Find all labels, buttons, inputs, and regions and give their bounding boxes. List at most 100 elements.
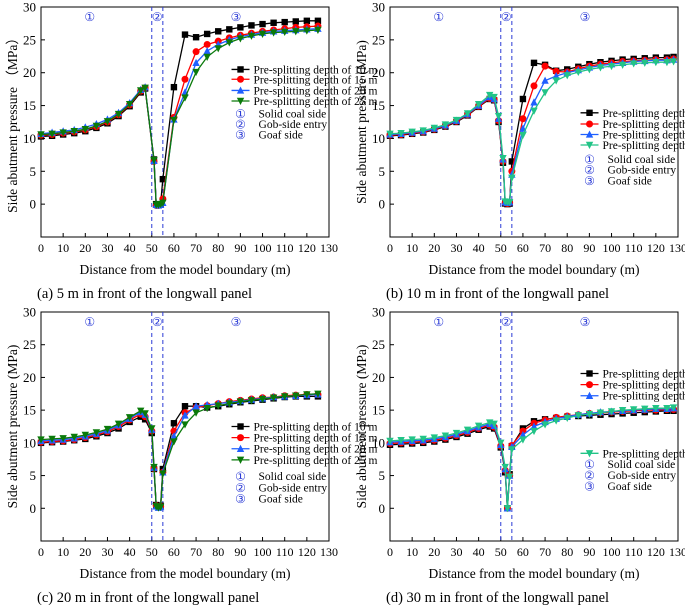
- x-tick-label: 10: [57, 545, 69, 559]
- data-point: [247, 397, 256, 405]
- data-point: [530, 427, 538, 436]
- y-tick-label: 15: [23, 98, 36, 113]
- legend-label: Pre-splitting depth of 20 m: [603, 391, 685, 403]
- data-point: [519, 436, 527, 444]
- data-point: [463, 426, 472, 434]
- data-point: [641, 59, 649, 67]
- data-point: [474, 101, 483, 109]
- data-point: [114, 110, 123, 119]
- data-point: [629, 60, 638, 68]
- y-axis-title: Side abutment pressure (MPa): [354, 345, 369, 509]
- data-point: [150, 463, 158, 472]
- data-point: [181, 94, 189, 102]
- data-point: [497, 439, 505, 447]
- legend-marker: [236, 86, 245, 94]
- data-point: [474, 422, 483, 430]
- data-point: [485, 91, 494, 100]
- x-tick-label: 20: [428, 241, 440, 255]
- data-point: [192, 48, 200, 56]
- legend-zone-label: Gob-side entry: [608, 470, 677, 482]
- x-tick-label: 100: [603, 241, 621, 255]
- data-point: [641, 405, 649, 413]
- data-point: [248, 22, 255, 29]
- x-tick-label: 0: [387, 241, 393, 255]
- x-tick-label: 30: [101, 241, 113, 255]
- data-point: [669, 404, 678, 412]
- legend-zone-symbol: ③: [584, 174, 595, 188]
- x-tick-label: 0: [38, 545, 44, 559]
- data-point: [596, 64, 605, 72]
- legend-marker: [236, 456, 245, 464]
- legend-label: Pre-splitting depth of 10 m: [254, 64, 378, 76]
- data-point: [607, 62, 616, 71]
- data-point: [70, 128, 78, 136]
- x-tick-label: 130: [320, 241, 338, 255]
- x-tick-label: 30: [101, 545, 113, 559]
- zone-label: ②: [501, 315, 512, 329]
- data-point: [441, 121, 450, 129]
- series-4: [37, 26, 322, 209]
- data-point: [408, 128, 416, 136]
- x-tick-label: 100: [254, 545, 272, 559]
- y-tick-label: 0: [30, 501, 37, 516]
- y-axis-title: Side abutment pressure (MPa): [5, 345, 20, 509]
- y-tick-label: 5: [379, 468, 386, 483]
- legend-marker: [237, 66, 244, 73]
- legend-zone-label: Solid coal side: [259, 108, 327, 120]
- data-point: [141, 84, 149, 92]
- x-tick-label: 120: [298, 545, 316, 559]
- data-point: [499, 154, 507, 163]
- data-point: [280, 28, 289, 36]
- data-point: [203, 53, 211, 61]
- data-point: [314, 390, 322, 398]
- data-point: [585, 410, 594, 419]
- legend-zone-symbol: ①: [235, 107, 246, 121]
- data-point: [519, 115, 527, 123]
- data-point: [192, 402, 200, 410]
- data-point: [397, 129, 405, 138]
- legend-label: Pre-splitting depth of 25 m: [603, 448, 685, 460]
- legend-zone-label: Gob-side entry: [608, 164, 677, 176]
- x-tick-label: 60: [168, 545, 180, 559]
- x-tick-label: 100: [603, 545, 621, 559]
- data-point: [48, 130, 56, 138]
- legend-zone-symbol: ③: [584, 480, 595, 494]
- data-point: [269, 394, 278, 402]
- data-point: [663, 404, 671, 413]
- zone-label: ③: [580, 10, 591, 24]
- panel-caption: (c) 20 m in front of the longwall panel: [37, 590, 259, 605]
- x-tick-label: 50: [495, 545, 507, 559]
- legend-zone-symbol: ②: [235, 481, 246, 495]
- x-tick-label: 10: [406, 545, 418, 559]
- legend-label: Pre-splitting depth of 25 m: [254, 455, 378, 467]
- data-point: [141, 410, 149, 418]
- data-point: [225, 400, 234, 408]
- data-point: [59, 129, 67, 137]
- x-axis-title: Distance from the model boundary (m): [428, 566, 639, 581]
- x-axis-title: Distance from the model boundary (m): [428, 262, 639, 277]
- data-point: [226, 26, 233, 33]
- x-tick-label: 60: [168, 241, 180, 255]
- data-point: [81, 126, 90, 134]
- x-tick-label: 10: [57, 241, 69, 255]
- y-tick-label: 10: [372, 131, 385, 146]
- x-tick-label: 90: [583, 545, 595, 559]
- x-tick-label: 20: [79, 241, 91, 255]
- data-point: [103, 118, 112, 126]
- data-point: [92, 122, 101, 130]
- data-point: [103, 425, 112, 434]
- chart-panel-a: 0 10 20 30 40 50 60 70 80 90 100 110 120 130 0 5 10 15 20 2…: [5, 0, 378, 302]
- data-point: [269, 29, 278, 37]
- y-tick-label: 0: [379, 501, 386, 516]
- legend-marker: [237, 423, 244, 430]
- data-point: [181, 403, 189, 410]
- y-tick-label: 20: [372, 65, 385, 80]
- data-point: [170, 420, 178, 427]
- data-point: [585, 66, 594, 74]
- data-point: [159, 175, 167, 183]
- data-point: [430, 434, 439, 442]
- x-tick-label: 30: [450, 241, 462, 255]
- x-tick-label: 0: [387, 545, 393, 559]
- x-tick-label: 130: [320, 545, 338, 559]
- x-tick-label: 70: [190, 241, 202, 255]
